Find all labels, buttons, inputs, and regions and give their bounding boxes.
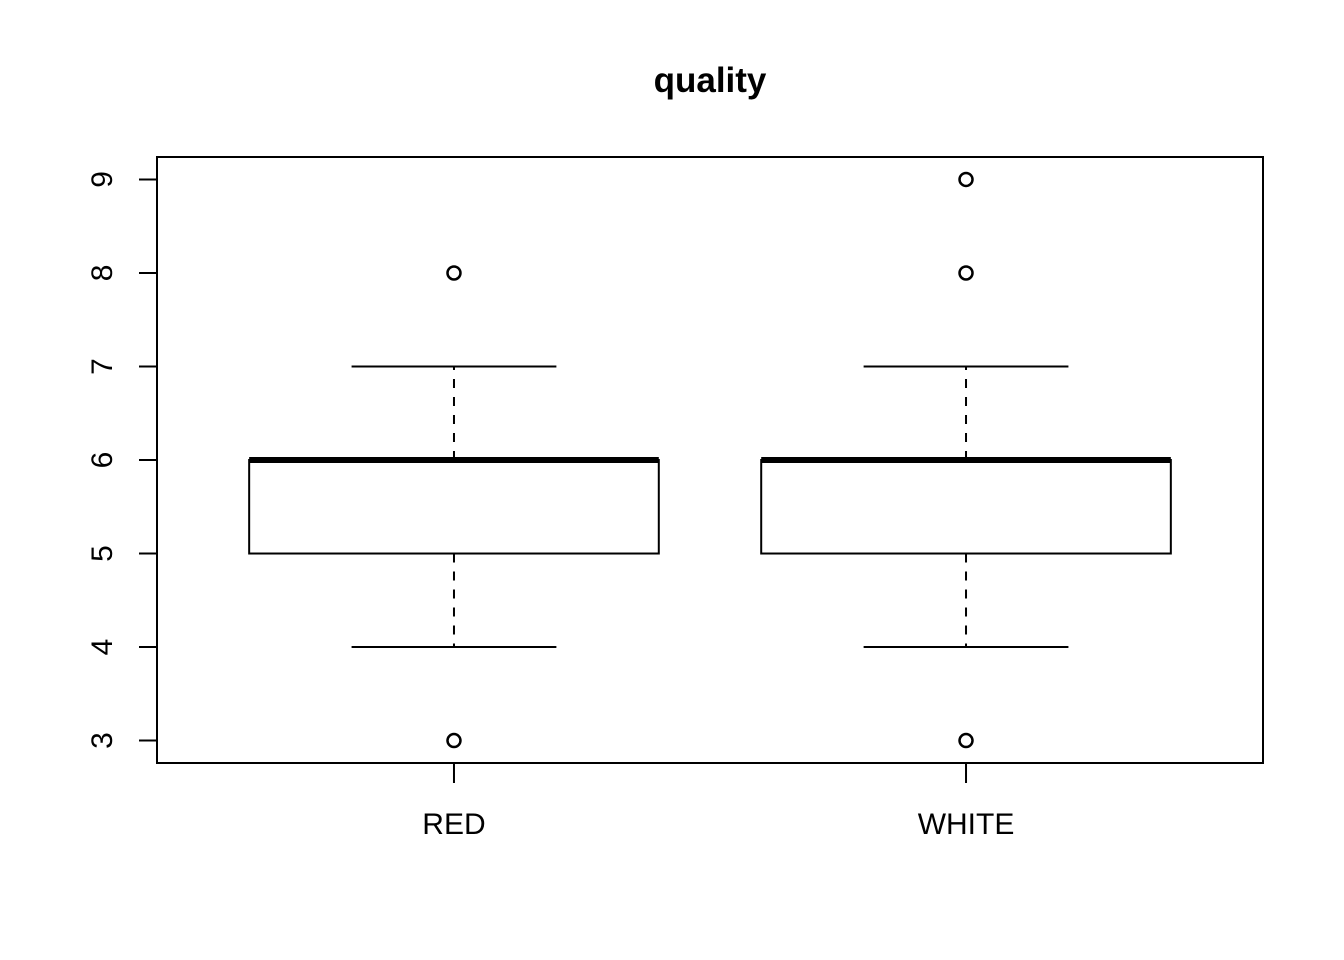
box-white — [760, 171, 1172, 749]
y-tick-label: 3 — [86, 732, 119, 749]
x-tick-label: RED — [422, 808, 485, 841]
outlier-point — [958, 732, 974, 749]
y-axis: 3 4 5 6 7 8 9 — [86, 171, 158, 749]
outlier-point — [958, 265, 974, 281]
chart-title: quality — [654, 61, 767, 100]
box-group — [248, 171, 1172, 749]
x-tick-label: WHITE — [918, 808, 1015, 841]
y-tick-label: 7 — [86, 358, 119, 375]
outlier-point — [958, 171, 974, 188]
y-tick-label: 5 — [86, 545, 119, 562]
x-axis: RED WHITE — [422, 763, 1014, 841]
y-tick-label: 9 — [86, 171, 119, 188]
box-red — [248, 265, 660, 749]
iqr-box — [248, 459, 660, 555]
y-tick-label: 4 — [86, 639, 119, 656]
y-tick-label: 6 — [86, 452, 119, 469]
y-tick-label: 8 — [86, 265, 119, 282]
outlier-point — [446, 265, 462, 281]
outlier-point — [446, 732, 462, 749]
iqr-box — [760, 459, 1172, 555]
